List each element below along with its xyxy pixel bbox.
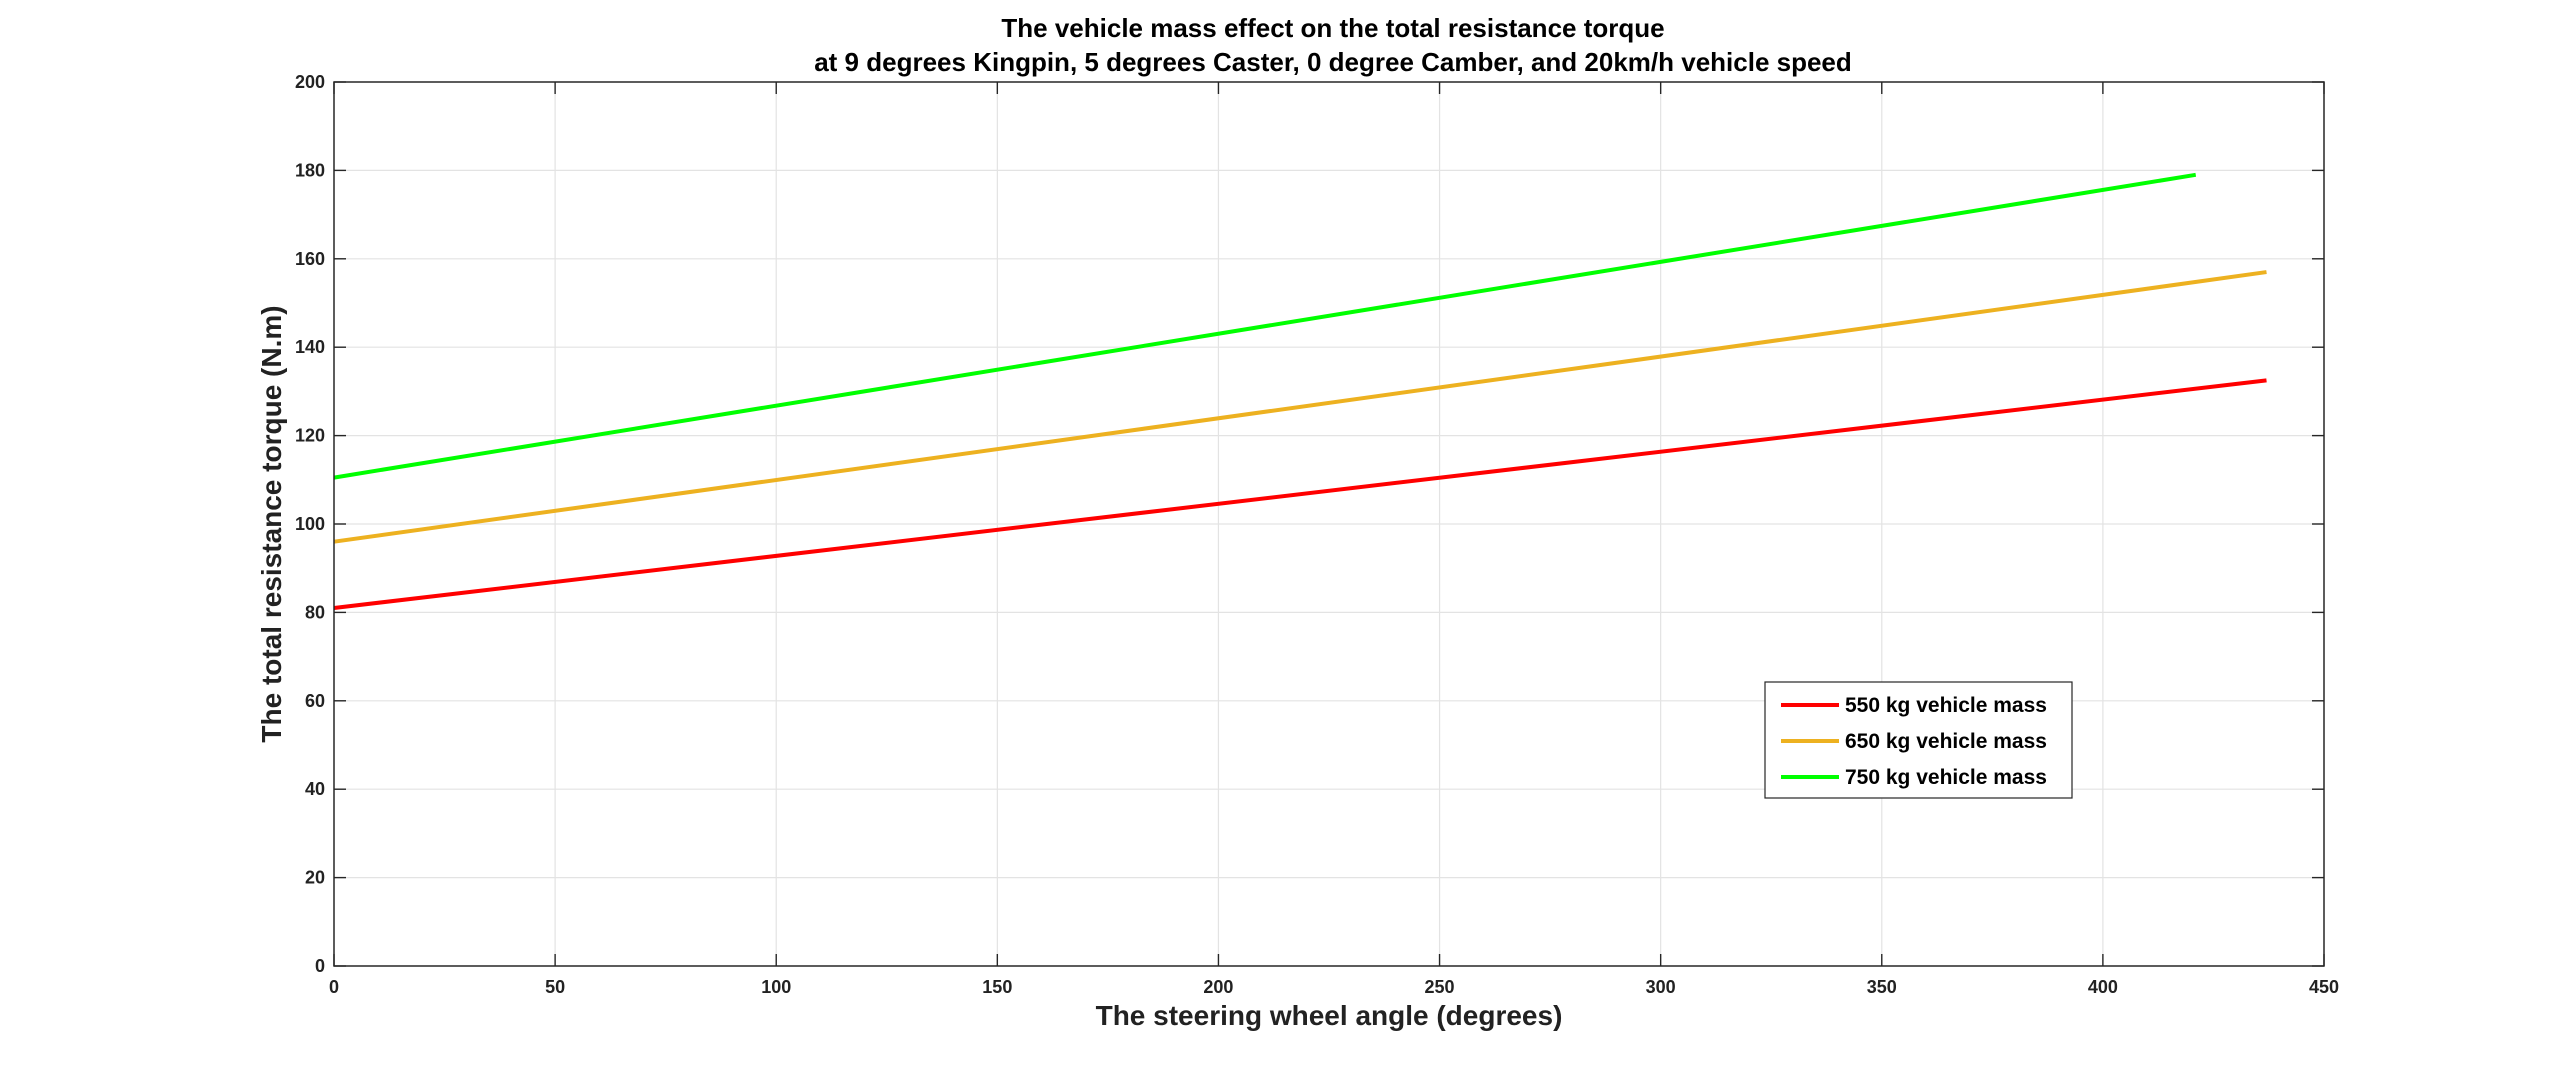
- chart-title: The vehicle mass effect on the total res…: [1001, 13, 1664, 43]
- y-tick-label: 60: [305, 691, 325, 711]
- x-tick-label: 350: [1867, 977, 1897, 997]
- y-tick-labels: 0 20 40 60 80 100 120 140 160 180 200: [295, 72, 325, 976]
- series-line-3: [333, 172, 2197, 480]
- y-tick-label: 160: [295, 249, 325, 269]
- y-tick-label: 80: [305, 602, 325, 622]
- x-tick-label: 250: [1425, 977, 1455, 997]
- y-tick-label: 200: [295, 72, 325, 92]
- y-tick-label: 140: [295, 337, 325, 357]
- series-line-1: [333, 378, 2267, 610]
- y-tick-label: 100: [295, 514, 325, 534]
- x-tick-label: 100: [761, 977, 791, 997]
- y-axis-label: The total resistance torque (N.m): [256, 305, 287, 742]
- series-group: [333, 172, 2267, 610]
- tick-marks: [333, 81, 2325, 967]
- y-tick-label: 40: [305, 779, 325, 799]
- legend-label-1: 550 kg vehicle mass: [1845, 694, 2047, 717]
- x-tick-label: 450: [2309, 977, 2339, 997]
- y-tick-label: 120: [295, 426, 325, 446]
- legend: 550 kg vehicle mass 650 kg vehicle mass 75…: [1764, 681, 2073, 799]
- x-tick-label: 50: [545, 977, 565, 997]
- series-line-2: [333, 270, 2267, 544]
- y-tick-label: 180: [295, 160, 325, 180]
- y-tick-label: 20: [305, 868, 325, 888]
- x-axis-label: The steering wheel angle (degrees): [1096, 1000, 1563, 1031]
- x-tick-label: 300: [1646, 977, 1676, 997]
- legend-label-2: 650 kg vehicle mass: [1845, 730, 2047, 753]
- x-tick-labels: 0 50 100 150 200 250 300 350 400 450: [329, 977, 2339, 997]
- x-tick-label: 400: [2088, 977, 2118, 997]
- x-tick-label: 150: [982, 977, 1012, 997]
- legend-label-3: 750 kg vehicle mass: [1845, 766, 2047, 789]
- y-tick-label: 0: [315, 956, 325, 976]
- chart-subtitle: at 9 degrees Kingpin, 5 degrees Caster, …: [814, 47, 1852, 77]
- x-tick-label: 0: [329, 977, 339, 997]
- x-tick-label: 200: [1203, 977, 1233, 997]
- legend-entries: 550 kg vehicle mass 650 kg vehicle mass 75…: [1781, 694, 2047, 789]
